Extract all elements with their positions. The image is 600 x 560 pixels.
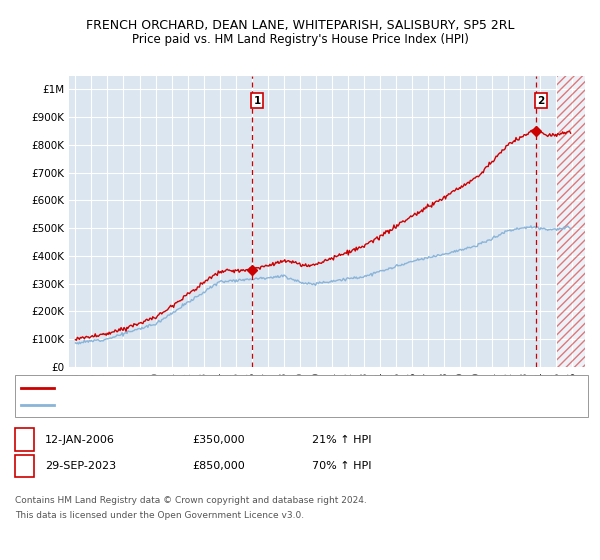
Text: This data is licensed under the Open Government Licence v3.0.: This data is licensed under the Open Gov… — [15, 511, 304, 520]
Text: £350,000: £350,000 — [192, 435, 245, 445]
Text: 29-SEP-2023: 29-SEP-2023 — [45, 461, 116, 471]
Bar — [557, 76, 589, 367]
Text: Contains HM Land Registry data © Crown copyright and database right 2024.: Contains HM Land Registry data © Crown c… — [15, 496, 367, 505]
Text: FRENCH ORCHARD, DEAN LANE, WHITEPARISH, SALISBURY, SP5 2RL: FRENCH ORCHARD, DEAN LANE, WHITEPARISH, … — [86, 18, 514, 32]
Text: 1: 1 — [20, 433, 29, 446]
Text: 70% ↑ HPI: 70% ↑ HPI — [312, 461, 371, 471]
Text: 21% ↑ HPI: 21% ↑ HPI — [312, 435, 371, 445]
Text: 12-JAN-2006: 12-JAN-2006 — [45, 435, 115, 445]
Text: 2: 2 — [20, 459, 29, 473]
Text: HPI: Average price, detached house, Wiltshire: HPI: Average price, detached house, Wilt… — [60, 400, 299, 410]
Text: 2: 2 — [538, 96, 545, 105]
Text: 1: 1 — [253, 96, 260, 105]
Text: FRENCH ORCHARD, DEAN LANE, WHITEPARISH, SALISBURY, SP5 2RL (detached house): FRENCH ORCHARD, DEAN LANE, WHITEPARISH, … — [60, 382, 509, 393]
Text: £850,000: £850,000 — [192, 461, 245, 471]
Text: Price paid vs. HM Land Registry's House Price Index (HPI): Price paid vs. HM Land Registry's House … — [131, 32, 469, 46]
